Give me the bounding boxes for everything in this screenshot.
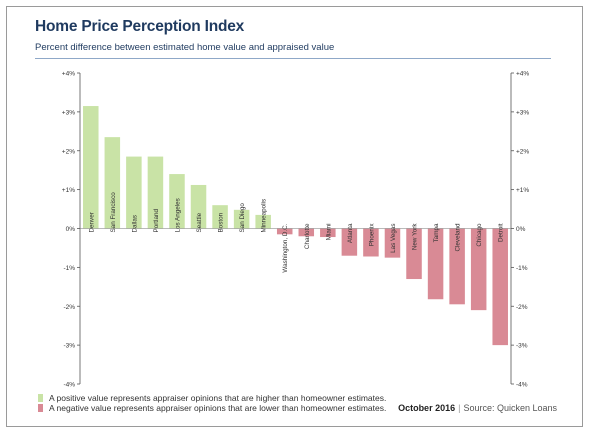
legend-swatch-negative <box>38 404 43 412</box>
chart-title: Home Price Perception Index <box>35 18 245 35</box>
source-date: October 2016 <box>398 403 456 413</box>
bar <box>298 228 315 237</box>
legend-swatch-positive <box>38 394 43 402</box>
bar <box>212 205 228 229</box>
category-label: Detroit <box>498 223 505 242</box>
category-label: San Diego <box>239 203 246 233</box>
category-label: Las Vegas <box>390 224 397 253</box>
bar <box>169 174 185 229</box>
y-tick-label-right: +3% <box>516 109 529 116</box>
bar <box>233 209 250 229</box>
category-label: Los Angeles <box>174 198 181 232</box>
category-label: Seattle <box>196 212 203 232</box>
category-label: San Francisco <box>110 192 117 233</box>
y-tick-label-left: -3% <box>63 343 75 350</box>
y-tick-label-left: 0% <box>66 226 76 233</box>
y-tick-label-right: +1% <box>516 187 529 194</box>
category-label: Dallas <box>131 215 138 233</box>
y-tick-label-right: -4% <box>516 382 528 389</box>
bar <box>449 228 465 305</box>
bar <box>427 228 444 300</box>
bar <box>255 214 271 229</box>
bar <box>406 228 422 280</box>
category-label: Minneapolis <box>261 199 268 233</box>
category-label: Denver <box>88 212 95 232</box>
y-tick-label-right: +2% <box>516 148 529 155</box>
legend-item-negative: A negative value represents appraiser op… <box>38 403 386 413</box>
source-separator: | <box>458 403 461 413</box>
legend-label-negative: A negative value represents appraiser op… <box>49 403 387 413</box>
category-label: New York <box>412 223 419 250</box>
bar <box>126 156 142 229</box>
bar <box>147 156 164 229</box>
legend: A positive value represents appraiser op… <box>38 393 386 413</box>
chart-frame <box>6 6 583 427</box>
bar <box>470 228 487 311</box>
legend-label-positive: A positive value represents appraiser op… <box>49 393 387 403</box>
bar <box>384 228 401 258</box>
y-tick-label-left: -4% <box>63 382 75 389</box>
y-tick-label-right: -1% <box>516 265 528 272</box>
category-label: Charlotte <box>304 223 311 249</box>
category-label: Phoenix <box>368 223 375 247</box>
bar <box>104 137 121 229</box>
y-tick-label-left: +2% <box>62 148 75 155</box>
y-tick-label-left: +1% <box>62 187 75 194</box>
y-tick-label-left: -1% <box>63 265 75 272</box>
category-label: Miami <box>325 224 332 241</box>
category-label: Washington, D.C. <box>282 223 289 272</box>
category-label: Atlanta <box>347 223 354 243</box>
source-text: Source: Quicken Loans <box>463 403 557 413</box>
source-line: October 2016 | Source: Quicken Loans <box>398 403 557 413</box>
category-label: Cleveland <box>455 223 462 252</box>
chart-subtitle: Percent difference between estimated hom… <box>35 42 335 53</box>
category-label: Boston <box>218 212 225 232</box>
y-tick-label-left: +3% <box>62 109 75 116</box>
category-label: Portland <box>153 209 160 233</box>
category-label: Chicago <box>476 223 483 247</box>
category-label: Tampa <box>433 223 440 242</box>
bar <box>363 228 379 257</box>
y-tick-label-right: -2% <box>516 304 528 311</box>
bar <box>320 228 336 238</box>
y-tick-label-right: 0% <box>516 226 526 233</box>
y-tick-label-left: -2% <box>63 304 75 311</box>
y-tick-label-right: +4% <box>516 71 529 78</box>
bar <box>492 228 508 346</box>
bar <box>83 106 99 229</box>
title-rule <box>35 58 551 59</box>
bar <box>341 228 358 256</box>
bar <box>190 184 207 229</box>
legend-item-positive: A positive value represents appraiser op… <box>38 393 386 403</box>
y-tick-label-left: +4% <box>62 71 75 78</box>
bar <box>276 228 293 235</box>
y-tick-label-right: -3% <box>516 343 528 350</box>
